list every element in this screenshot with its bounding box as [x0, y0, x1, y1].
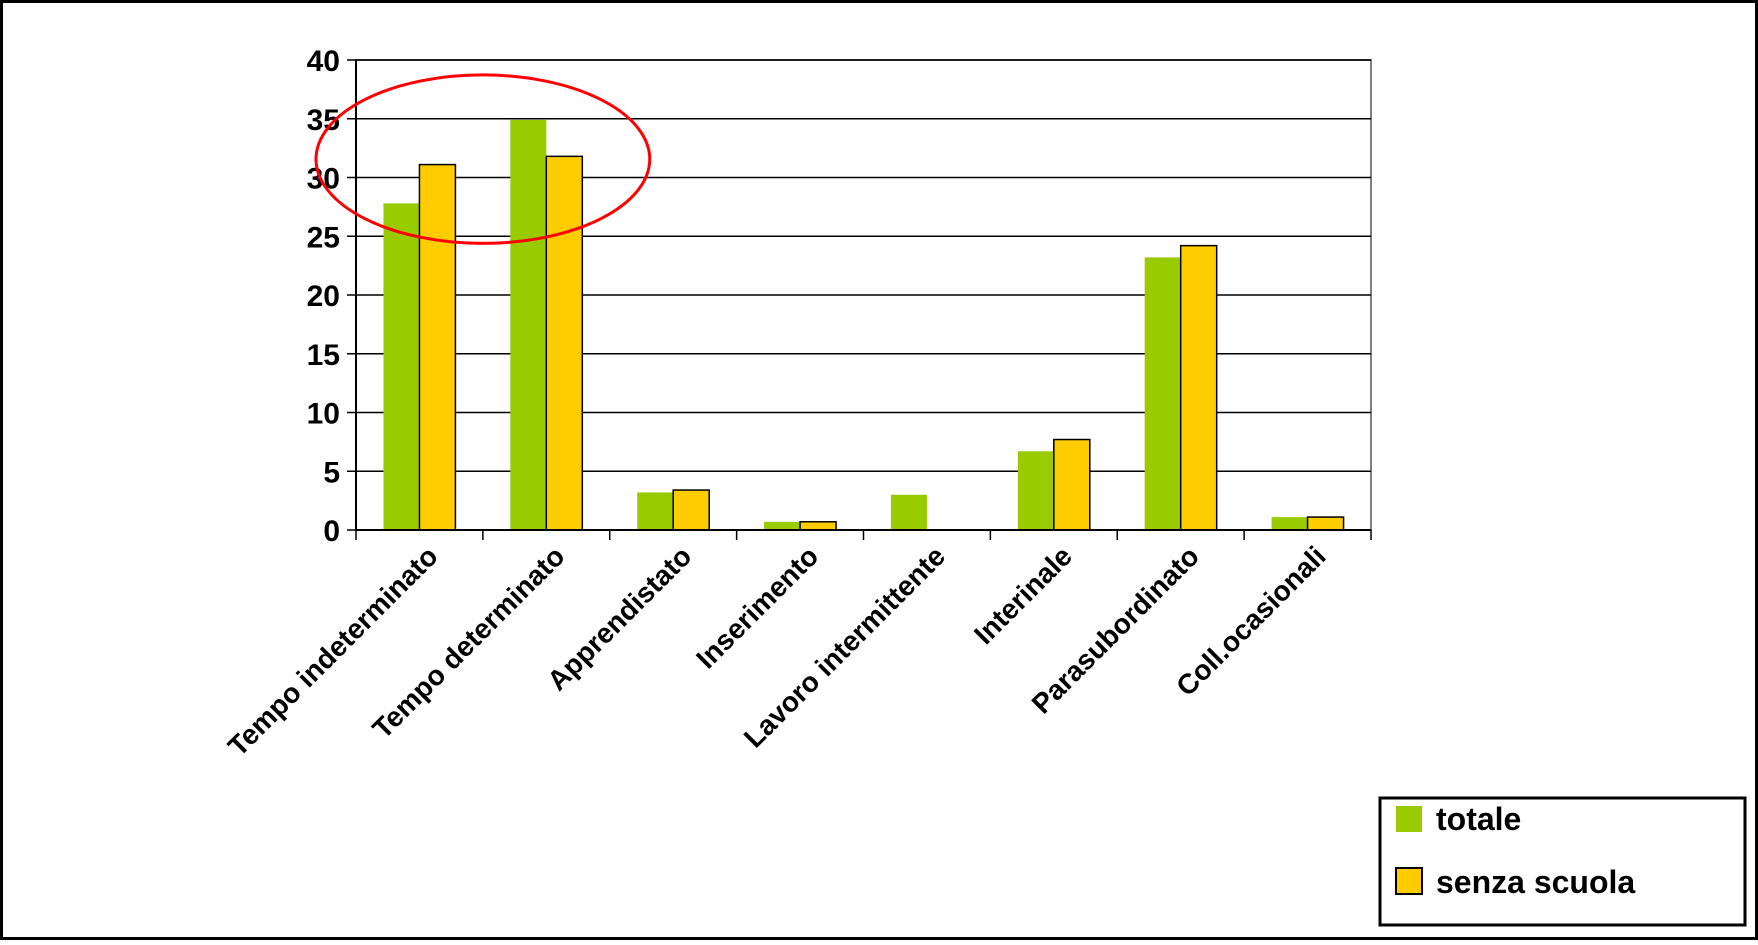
y-tick-label-15: 15 [307, 339, 340, 372]
bar-senza-scuola-inserimento [799, 521, 837, 531]
bar-totale-lavoro-intermittente [890, 494, 927, 530]
y-tick-label-10: 10 [307, 398, 340, 431]
highlight-ellipse [314, 73, 652, 245]
bar-totale-inserimento [764, 521, 801, 530]
bar-totale-apprendistato [637, 492, 674, 530]
y-tick-label-40: 40 [307, 45, 340, 78]
legend-label-totale: totale [1436, 801, 1521, 837]
bar-senza-scuola-tempo-determinato [545, 155, 584, 531]
y-tick-label-25: 25 [307, 221, 340, 254]
annotations [314, 73, 652, 245]
y-tick-label-5: 5 [323, 456, 340, 489]
bars [383, 119, 1345, 531]
bar-totale-tempo-determinato [510, 119, 547, 531]
y-tick-label-0: 0 [323, 515, 340, 548]
bar-senza-scuola-parasubordinato [1179, 244, 1218, 531]
bar-senza-scuola-interinale [1053, 438, 1091, 531]
legend-swatch-totale [1396, 806, 1422, 832]
y-tick-label-20: 20 [307, 280, 340, 313]
legend-swatch-senza-scuola [1395, 867, 1423, 895]
bar-totale-interinale [1017, 451, 1054, 530]
legend-label-senza-scuola: senza scuola [1436, 864, 1635, 900]
bar-senza-scuola-coll-ocasionali [1306, 516, 1345, 531]
legend: totale senza scuola [1378, 796, 1747, 927]
legend-box [1378, 796, 1747, 927]
bar-totale-parasubordinato [1144, 257, 1181, 530]
bar-senza-scuola-tempo-indeterminato [418, 163, 457, 531]
axes [347, 59, 1372, 540]
bar-totale-tempo-indeterminato [383, 203, 420, 530]
bar-senza-scuola-apprendistato [672, 489, 710, 531]
y-tick-label-30: 30 [307, 163, 340, 196]
bar-totale-coll-ocasionali [1271, 517, 1308, 530]
